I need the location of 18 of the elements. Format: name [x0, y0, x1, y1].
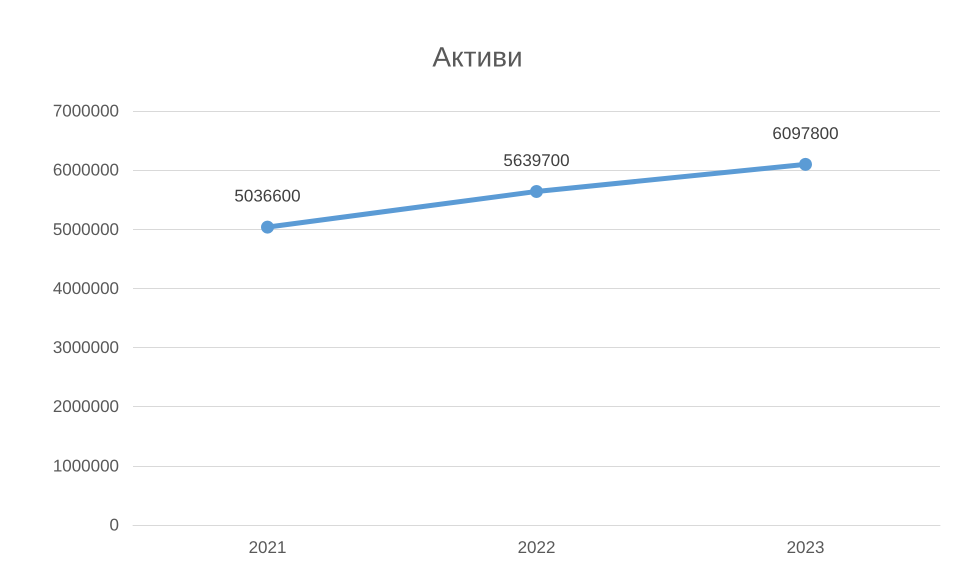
data-label: 6097800: [772, 124, 839, 143]
x-tick-label: 2023: [786, 538, 824, 557]
point: [799, 158, 812, 171]
point: [261, 220, 274, 234]
point: [530, 184, 543, 198]
y-tick-label: 7000000: [52, 102, 119, 120]
y-tick-label: 4000000: [52, 278, 119, 298]
y-tick-label: 3000000: [52, 338, 119, 358]
x-tick-label: 2022: [518, 538, 556, 557]
y-tick-label: 2000000: [52, 397, 119, 416]
y-tick-label: 0: [110, 516, 119, 534]
data-label: 5639700: [503, 150, 570, 170]
y-tick-label: 1000000: [52, 456, 119, 476]
y-tick-label: 6000000: [52, 160, 119, 180]
y-tick-label: 5000000: [52, 220, 119, 239]
chart-title: Активи: [432, 42, 523, 72]
x-tick-label: 2021: [248, 538, 286, 557]
data-label: 5036600: [234, 186, 301, 206]
